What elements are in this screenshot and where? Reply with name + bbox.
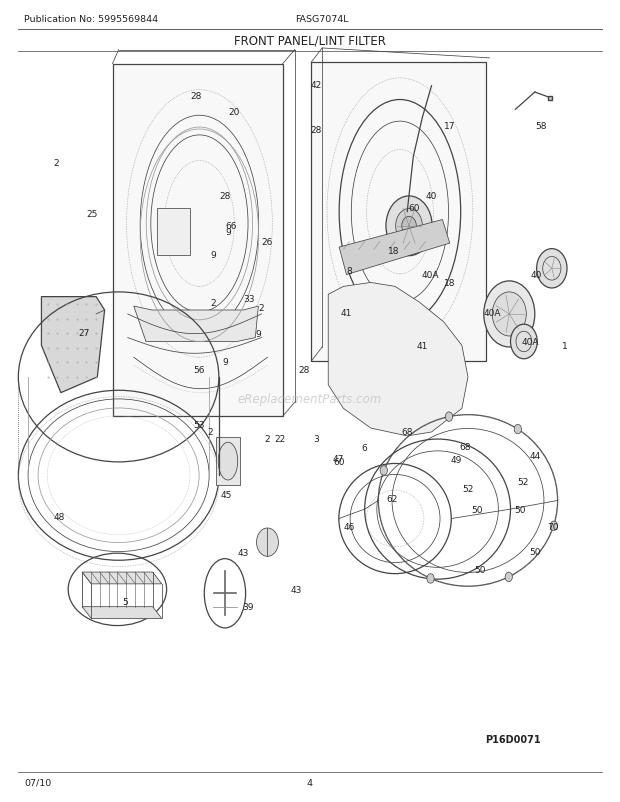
- Circle shape: [402, 217, 416, 236]
- Text: 41: 41: [417, 342, 428, 350]
- Circle shape: [550, 521, 557, 531]
- Circle shape: [380, 466, 388, 476]
- Text: 28: 28: [311, 125, 322, 135]
- Text: 9: 9: [255, 330, 261, 338]
- Text: 45: 45: [221, 491, 232, 500]
- Bar: [216, 438, 240, 485]
- Text: 18: 18: [444, 278, 456, 288]
- Text: 26: 26: [262, 237, 273, 247]
- Text: 43: 43: [237, 549, 249, 557]
- Text: 2: 2: [265, 434, 270, 444]
- Text: 2: 2: [207, 428, 213, 437]
- Text: 8: 8: [347, 267, 352, 276]
- Circle shape: [514, 425, 521, 434]
- Text: 43: 43: [290, 585, 302, 594]
- Text: 25: 25: [87, 209, 98, 218]
- Text: 50: 50: [474, 565, 486, 574]
- Text: 28: 28: [190, 92, 202, 101]
- Text: 33: 33: [244, 294, 255, 303]
- Text: 48: 48: [54, 512, 65, 522]
- Text: 40: 40: [530, 271, 542, 280]
- Text: 1: 1: [562, 342, 568, 350]
- Text: 07/10: 07/10: [24, 778, 51, 787]
- Text: 9: 9: [222, 357, 228, 367]
- Text: 50: 50: [471, 505, 483, 514]
- Text: 5: 5: [122, 597, 128, 606]
- Polygon shape: [134, 306, 259, 342]
- Bar: [311, 63, 486, 362]
- Circle shape: [505, 573, 512, 582]
- Ellipse shape: [218, 443, 237, 480]
- Circle shape: [427, 574, 434, 583]
- Polygon shape: [328, 283, 468, 436]
- Polygon shape: [42, 298, 105, 393]
- Text: 27: 27: [78, 328, 90, 337]
- Text: 70: 70: [547, 522, 559, 531]
- Text: 53: 53: [193, 420, 205, 429]
- Text: 50: 50: [514, 505, 525, 514]
- Text: 2: 2: [259, 304, 264, 313]
- Text: 68: 68: [459, 442, 471, 451]
- Text: 44: 44: [529, 452, 541, 460]
- Circle shape: [492, 293, 526, 337]
- Polygon shape: [82, 607, 162, 618]
- Circle shape: [445, 412, 453, 422]
- Circle shape: [257, 529, 278, 557]
- Text: 9: 9: [225, 228, 231, 237]
- Text: 52: 52: [463, 484, 474, 493]
- Bar: [112, 65, 283, 417]
- Text: 40: 40: [426, 192, 437, 201]
- Text: 20: 20: [228, 108, 240, 117]
- Text: Publication No: 5995569844: Publication No: 5995569844: [24, 15, 159, 24]
- Text: 18: 18: [388, 247, 400, 256]
- Text: eReplacementParts.com: eReplacementParts.com: [238, 393, 382, 406]
- Text: 4: 4: [307, 778, 313, 787]
- Text: 56: 56: [193, 365, 205, 374]
- Text: FRONT PANEL/LINT FILTER: FRONT PANEL/LINT FILTER: [234, 34, 386, 47]
- Text: 40A: 40A: [422, 271, 439, 280]
- Text: 52: 52: [517, 477, 528, 487]
- Text: 28: 28: [298, 365, 309, 374]
- Text: 58: 58: [535, 121, 547, 131]
- Text: 22: 22: [274, 434, 285, 444]
- Circle shape: [510, 325, 538, 359]
- Text: 2: 2: [210, 298, 216, 307]
- Text: 40A: 40A: [484, 309, 501, 318]
- Circle shape: [537, 249, 567, 289]
- Text: 49: 49: [450, 456, 461, 464]
- Polygon shape: [339, 221, 450, 275]
- Text: 9: 9: [210, 251, 216, 260]
- Text: 41: 41: [341, 309, 352, 318]
- Text: 42: 42: [311, 80, 322, 90]
- Bar: [157, 209, 190, 256]
- Text: FASG7074L: FASG7074L: [295, 15, 349, 24]
- Text: 3: 3: [313, 434, 319, 444]
- Text: 46: 46: [344, 522, 355, 531]
- Text: 47: 47: [333, 455, 344, 464]
- Circle shape: [396, 209, 422, 244]
- Text: 28: 28: [219, 192, 231, 201]
- Text: 6: 6: [362, 444, 368, 452]
- Text: 60: 60: [334, 458, 345, 467]
- Text: 50: 50: [529, 548, 541, 557]
- Circle shape: [484, 282, 535, 347]
- Circle shape: [386, 196, 432, 257]
- Text: 17: 17: [444, 121, 456, 131]
- Text: 68: 68: [402, 428, 413, 437]
- Polygon shape: [82, 573, 162, 584]
- Text: 60: 60: [409, 204, 420, 213]
- Text: 66: 66: [225, 222, 237, 231]
- Text: 2: 2: [54, 159, 60, 168]
- Text: P16D0071: P16D0071: [485, 734, 541, 744]
- Text: 62: 62: [386, 495, 397, 504]
- Text: 39: 39: [242, 602, 254, 611]
- Text: 40A: 40A: [521, 338, 539, 346]
